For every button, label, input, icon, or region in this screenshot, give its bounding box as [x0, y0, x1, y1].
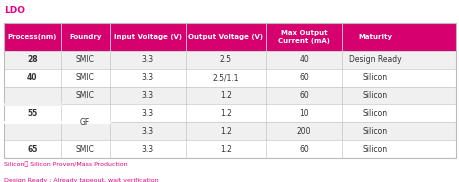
- Text: SMIC: SMIC: [76, 145, 95, 154]
- Text: 2.5: 2.5: [219, 55, 231, 64]
- Text: Design Ready: Design Ready: [348, 55, 401, 64]
- Bar: [4, 140, 455, 158]
- Text: 65: 65: [27, 145, 37, 154]
- Bar: [4, 51, 455, 69]
- Text: Silicon: Silicon: [362, 127, 387, 136]
- Text: Output Voltage (V): Output Voltage (V): [188, 34, 263, 40]
- Text: 3.3: 3.3: [141, 127, 153, 136]
- Text: Silicon: Silicon: [362, 145, 387, 154]
- Text: Input Voltage (V): Input Voltage (V): [113, 34, 181, 40]
- Text: 3.3: 3.3: [141, 73, 153, 82]
- Text: 40: 40: [27, 73, 37, 82]
- Text: 2.5/1.1: 2.5/1.1: [212, 73, 239, 82]
- Bar: [4, 23, 455, 158]
- Bar: [4, 104, 455, 122]
- Text: Silicon: Silicon: [362, 73, 387, 82]
- Text: Process(nm): Process(nm): [7, 34, 57, 40]
- Bar: [4, 122, 455, 140]
- Text: Silicon: Silicon: [362, 109, 387, 118]
- Text: Foundry: Foundry: [69, 34, 101, 40]
- Text: Maturity: Maturity: [357, 34, 391, 40]
- Text: Silicon: Silicon: [362, 91, 387, 100]
- Text: 3.3: 3.3: [141, 91, 153, 100]
- Text: SMIC: SMIC: [76, 91, 95, 100]
- Bar: [4, 23, 455, 51]
- Text: 55: 55: [27, 109, 37, 118]
- Text: 60: 60: [299, 91, 308, 100]
- Bar: [4, 87, 455, 104]
- Text: 1.2: 1.2: [219, 91, 231, 100]
- Text: 3.3: 3.3: [141, 55, 153, 64]
- Text: GF: GF: [80, 118, 90, 127]
- Text: 40: 40: [299, 55, 308, 64]
- Text: Design Ready : Already tapeout, wait verification: Design Ready : Already tapeout, wait ver…: [4, 178, 158, 182]
- Text: Silicon： Silicon Proven/Mass Production: Silicon： Silicon Proven/Mass Production: [4, 162, 127, 167]
- Text: 1.2: 1.2: [219, 145, 231, 154]
- Text: LDO: LDO: [4, 6, 25, 15]
- Bar: [4, 69, 455, 87]
- Text: Max Output
Current (mA): Max Output Current (mA): [278, 30, 330, 44]
- Text: 60: 60: [299, 145, 308, 154]
- Text: 200: 200: [297, 127, 311, 136]
- Text: 60: 60: [299, 73, 308, 82]
- Text: SMIC: SMIC: [76, 73, 95, 82]
- Text: 3.3: 3.3: [141, 145, 153, 154]
- Text: SMIC: SMIC: [76, 55, 95, 64]
- Text: 1.2: 1.2: [219, 109, 231, 118]
- Text: 3.3: 3.3: [141, 109, 153, 118]
- Text: 1.2: 1.2: [219, 127, 231, 136]
- Text: 28: 28: [27, 55, 38, 64]
- Text: 10: 10: [299, 109, 308, 118]
